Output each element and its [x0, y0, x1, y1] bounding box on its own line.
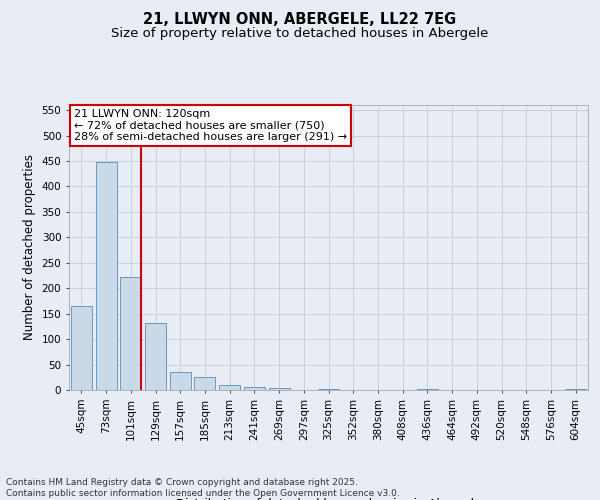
Text: Size of property relative to detached houses in Abergele: Size of property relative to detached ho… [112, 28, 488, 40]
Bar [318, 389, 339, 390]
Bar [219, 385, 240, 390]
Bar [145, 323, 166, 390]
Bar [194, 378, 215, 390]
X-axis label: Distribution of detached houses by size in Abergele: Distribution of detached houses by size … [176, 498, 481, 500]
Bar [71, 306, 92, 390]
Text: 21, LLWYN ONN, ABERGELE, LL22 7EG: 21, LLWYN ONN, ABERGELE, LL22 7EG [143, 12, 457, 28]
Text: 21 LLWYN ONN: 120sqm
← 72% of detached houses are smaller (750)
28% of semi-deta: 21 LLWYN ONN: 120sqm ← 72% of detached h… [74, 110, 347, 142]
Bar [170, 372, 191, 390]
Bar [120, 277, 141, 390]
Text: Contains HM Land Registry data © Crown copyright and database right 2025.
Contai: Contains HM Land Registry data © Crown c… [6, 478, 400, 498]
Y-axis label: Number of detached properties: Number of detached properties [23, 154, 36, 340]
Bar [95, 162, 116, 390]
Bar [417, 389, 438, 390]
Bar [269, 388, 290, 390]
Bar [565, 389, 586, 390]
Bar [244, 388, 265, 390]
